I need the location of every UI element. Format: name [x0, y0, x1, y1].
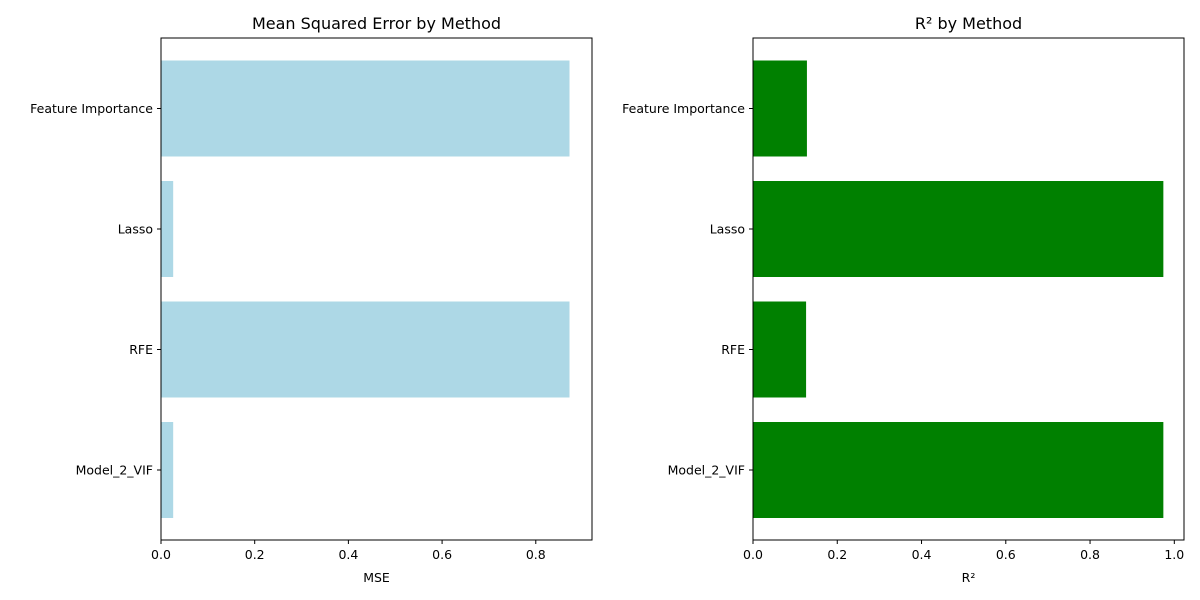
r2-x-tick-label: 0.2: [827, 547, 847, 562]
r2-bar-lasso: [753, 181, 1164, 277]
mse-x-tick-label: 0.8: [526, 547, 546, 562]
mse-bars: [161, 60, 570, 518]
r2-x-tick-label: 0.6: [996, 547, 1016, 562]
r2-bar-rfe: [753, 301, 807, 398]
mse-bar-rfe: [161, 301, 570, 398]
r2-x-tick-label: 0.4: [912, 547, 932, 562]
mse-chart-title: Mean Squared Error by Method: [252, 14, 501, 33]
mse-x-axis-label: MSE: [363, 570, 390, 585]
r2-x-tick-label: 0.0: [743, 547, 763, 562]
mse-plot-frame: [160, 37, 593, 541]
mse-x-tick-label: 0.2: [245, 547, 265, 562]
mse-y-tick-label: Model_2_VIF: [76, 463, 153, 478]
r2-x-tick-label: 1.0: [1164, 547, 1184, 562]
r2-bar-feature-importance: [753, 60, 807, 157]
r2-x-axis-label: R²: [962, 570, 976, 585]
mse-y-tick-label: RFE: [129, 342, 153, 357]
mse-axis-ticks: Feature Importance Lasso RFE Model_2_VIF 0.0…: [30, 101, 546, 562]
mse-bar-lasso: [161, 181, 174, 277]
mse-y-tick-label: Lasso: [118, 222, 153, 237]
r2-y-tick-label: Model_2_VIF: [668, 463, 745, 478]
r2-bar-model-2-vif: [753, 422, 1164, 518]
r2-y-tick-label: Feature Importance: [622, 101, 745, 116]
r2-y-tick-label: Lasso: [710, 222, 745, 237]
r2-chart-panel: R² by Method R² Feature Importance Lasso R…: [622, 14, 1185, 585]
mse-x-tick-label: 0.0: [151, 547, 171, 562]
mse-bar-model-2-vif: [161, 422, 174, 518]
r2-bars: [753, 60, 1164, 518]
r2-chart-title: R² by Method: [915, 14, 1022, 33]
mse-bar-feature-importance: [161, 60, 570, 157]
mse-x-tick-label: 0.6: [432, 547, 452, 562]
r2-axis-ticks: Feature Importance Lasso RFE Model_2_VIF 0.0…: [622, 101, 1184, 562]
r2-plot-frame: [752, 37, 1185, 541]
mse-y-tick-label: Feature Importance: [30, 101, 153, 116]
r2-y-tick-label: RFE: [721, 342, 745, 357]
mse-x-tick-label: 0.4: [338, 547, 358, 562]
mse-chart-panel: Mean Squared Error by Method MSE Feature…: [30, 14, 593, 585]
r2-x-tick-label: 0.8: [1080, 547, 1100, 562]
